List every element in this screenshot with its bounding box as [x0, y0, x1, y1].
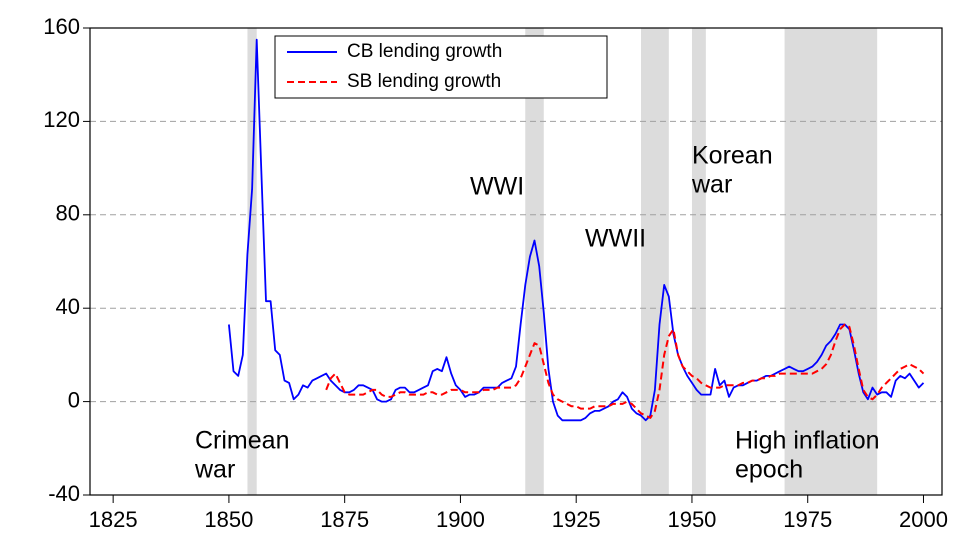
shaded-period	[525, 28, 544, 495]
annotation: war	[194, 456, 235, 484]
y-tick-label: 160	[43, 14, 80, 39]
shaded-period	[784, 28, 878, 495]
x-tick-label: 1925	[552, 507, 601, 532]
y-tick-label: 120	[43, 107, 80, 132]
shaded-period	[247, 28, 257, 495]
x-tick-label: 1950	[667, 507, 716, 532]
plot-frame	[89, 27, 943, 496]
x-tick-label: 1900	[436, 507, 485, 532]
shaded-period	[641, 28, 669, 495]
x-tick-label: 1975	[783, 507, 832, 532]
y-tick-label: 40	[56, 294, 80, 319]
annotation: Crimean	[195, 427, 289, 455]
y-tick-label: 80	[56, 201, 80, 226]
series-line	[325, 323, 925, 419]
annotation: WWI	[470, 173, 524, 201]
annotation: Korean	[692, 142, 773, 170]
x-tick-label: 1850	[204, 507, 253, 532]
legend-label: CB lending growth	[347, 41, 502, 62]
legend-box	[274, 35, 608, 99]
annotation: war	[691, 171, 732, 199]
x-tick-label: 2000	[899, 507, 948, 532]
legend-label: SB lending growth	[347, 71, 501, 92]
annotation: epoch	[735, 456, 803, 484]
annotation: High inflation	[735, 427, 880, 455]
y-tick-label: 0	[68, 387, 80, 412]
y-tick-label: -40	[48, 481, 80, 506]
x-tick-label: 1875	[320, 507, 369, 532]
x-tick-label: 1825	[89, 507, 138, 532]
shaded-period	[691, 28, 706, 495]
annotation: WWII	[585, 225, 646, 253]
